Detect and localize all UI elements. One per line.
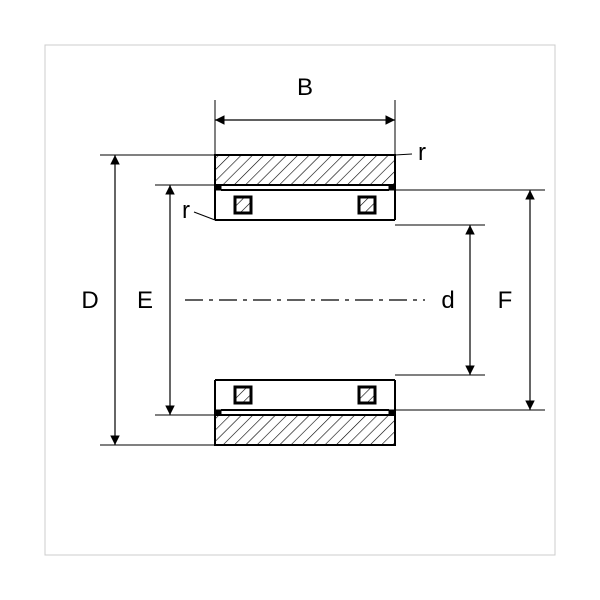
dim-label-r: r [418,139,426,166]
roller [359,387,375,403]
roller [235,387,251,403]
bearing-cross-section-diagram: B D Ed Fr r [0,0,600,600]
dimensions: B D Ed Fr r [81,74,545,445]
dim-label-r: r [182,197,190,224]
r-leader [194,212,215,220]
dim-label-D: D [81,287,98,314]
dim-label-E: E [137,287,153,314]
roller [359,197,375,213]
dim-label-d: d [441,287,454,314]
outer-ring [215,155,395,185]
dim-label-B: B [297,74,313,101]
dim-label-F: F [498,287,513,314]
outer-ring [215,415,395,445]
r-leader [395,154,412,155]
roller [235,197,251,213]
